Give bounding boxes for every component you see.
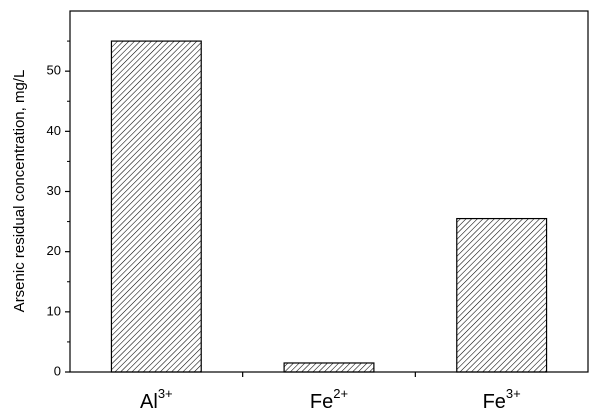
- y-tick-label: 0: [54, 363, 61, 378]
- x-axis: Al3+ Fe2+ Fe3+: [140, 372, 521, 413]
- y-tick-label: 20: [47, 243, 61, 258]
- y-tick-label: 10: [47, 303, 61, 318]
- y-axis: 0 10 20 30 40 50: [47, 40, 70, 378]
- y-axis-label: Arsenic residual concentration, mg/L: [11, 70, 28, 313]
- x-tick-label: Al3+: [140, 386, 173, 413]
- x-tick-label: Fe3+: [483, 386, 521, 413]
- bar-al3: [110, 40, 202, 373]
- y-tick-label: 30: [47, 183, 61, 198]
- y-tick-label: 40: [47, 123, 61, 138]
- x-tick-label: Fe2+: [310, 386, 348, 413]
- bar-fe3: [456, 217, 548, 373]
- y-tick-label: 50: [47, 63, 61, 78]
- bars-group: [110, 40, 548, 373]
- bar-fe2: [283, 362, 375, 373]
